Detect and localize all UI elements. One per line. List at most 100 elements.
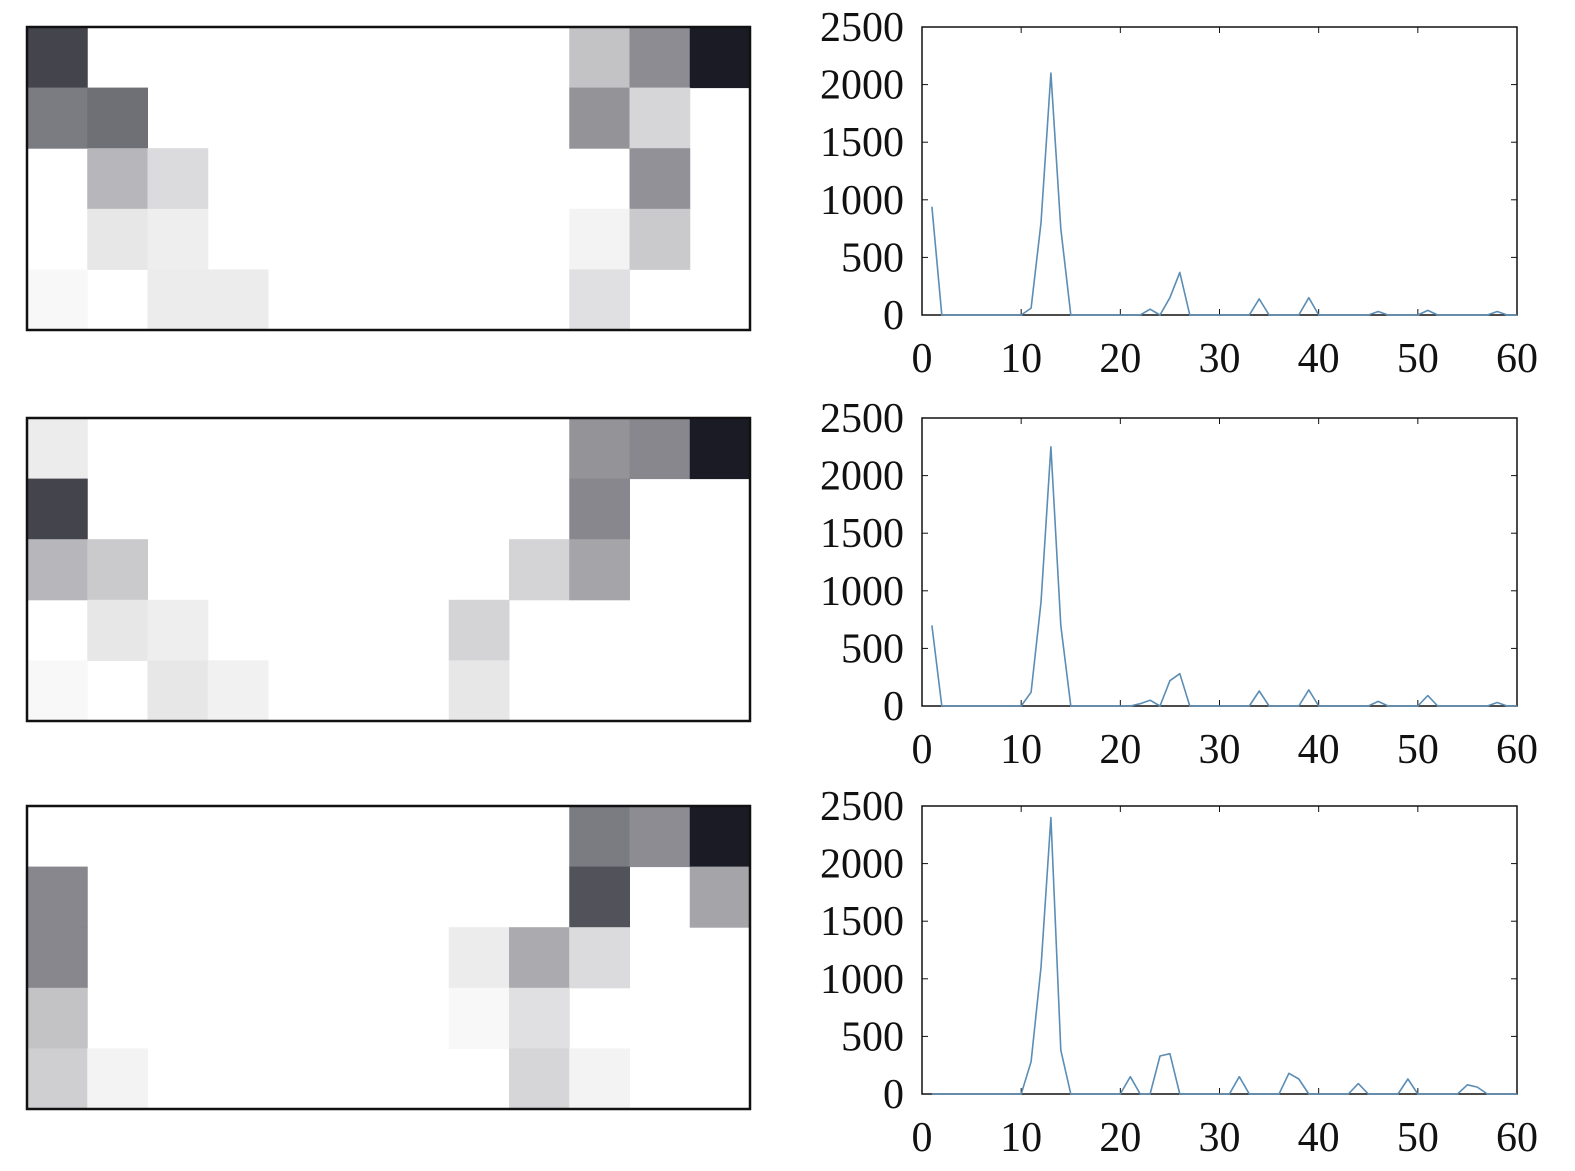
heatmap-cell xyxy=(629,208,691,270)
heatmap-frame xyxy=(25,25,752,332)
series-line xyxy=(931,816,1517,1095)
heatmap-cell xyxy=(27,478,88,540)
heatmap-cell xyxy=(629,418,691,480)
y-tick-label: 1500 xyxy=(820,120,904,166)
x-tick-label: 20 xyxy=(1099,336,1141,382)
y-tick-label: 1000 xyxy=(820,957,904,1003)
heatmap-cell xyxy=(87,539,148,601)
heatmap-cell xyxy=(569,806,630,868)
line-chart-panel-2: 0 10 20 30 40 50 60 0 500 1000 1500 2000 2500 xyxy=(820,396,1538,773)
series-line xyxy=(931,445,1517,707)
heatmap-cell xyxy=(27,866,88,928)
heatmap-cell xyxy=(689,806,751,868)
x-tick-label: 60 xyxy=(1496,727,1538,773)
heatmap-cell xyxy=(569,927,630,989)
x-tick-label: 20 xyxy=(1099,1115,1141,1161)
x-tick-label: 0 xyxy=(912,336,933,382)
heatmap-cell xyxy=(569,539,630,601)
heatmap-panel-3 xyxy=(25,804,752,1111)
heatmap-cell xyxy=(509,927,570,989)
heatmap-panel-2 xyxy=(25,416,752,723)
heatmap-cell xyxy=(569,208,630,270)
y-tick-label: 2000 xyxy=(820,454,904,500)
heatmap-cell xyxy=(689,418,751,480)
y-tick-label: 0 xyxy=(883,684,904,730)
heatmap-cell xyxy=(147,269,209,331)
heatmap-cell xyxy=(87,599,148,661)
x-tick-label: 30 xyxy=(1199,727,1241,773)
x-tick-label: 10 xyxy=(1000,1115,1042,1161)
heatmap-cell xyxy=(27,418,88,480)
plot-frame xyxy=(921,26,1518,316)
x-tick-label: 0 xyxy=(912,727,933,773)
heatmap-cell xyxy=(27,660,88,722)
x-tick-label: 10 xyxy=(1000,727,1042,773)
heatmap-cell xyxy=(87,87,148,149)
heatmap-cell xyxy=(448,987,510,1049)
x-tick-label: 20 xyxy=(1099,727,1141,773)
heatmap-cell xyxy=(569,27,630,89)
heatmap-cell xyxy=(569,1048,630,1110)
x-tick-label: 30 xyxy=(1199,1115,1241,1161)
heatmap-cell xyxy=(27,269,88,331)
x-tick-label: 40 xyxy=(1298,1115,1340,1161)
heatmap-cell xyxy=(509,1048,570,1110)
heatmap-cell xyxy=(27,27,88,89)
y-tick-label: 2500 xyxy=(820,784,904,830)
heatmap-cell xyxy=(629,806,691,868)
x-tick-label: 30 xyxy=(1199,336,1241,382)
heatmap-cell xyxy=(147,208,209,270)
y-tick-label: 2000 xyxy=(820,63,904,109)
y-tick-label: 500 xyxy=(841,235,904,281)
x-tick-label: 40 xyxy=(1298,727,1340,773)
heatmap-cell xyxy=(448,599,510,661)
heatmap-cell xyxy=(569,269,630,331)
line-chart-panel-3: 0 10 20 30 40 50 60 0 500 1000 1500 2000 2500 xyxy=(820,784,1538,1161)
heatmap-cell xyxy=(147,599,209,661)
line-chart-panel-1: 0 10 20 30 40 50 60 0 500 1000 1500 2000 2500 xyxy=(820,5,1538,382)
heatmap-cell xyxy=(509,539,570,601)
heatmap-cell xyxy=(87,148,148,210)
y-tick-label: 1500 xyxy=(820,511,904,557)
plot-frame xyxy=(921,417,1518,707)
series-line xyxy=(931,72,1517,316)
x-tick-label: 10 xyxy=(1000,336,1042,382)
heatmap-cell xyxy=(27,87,88,149)
heatmap-cell xyxy=(207,660,269,722)
heatmap-cell xyxy=(629,87,691,149)
heatmap-cell xyxy=(569,87,630,149)
heatmap-cell xyxy=(147,660,209,722)
heatmap-cell xyxy=(448,660,510,722)
heatmap-cell xyxy=(27,1048,88,1110)
y-tick-label: 2500 xyxy=(820,5,904,51)
heatmap-frame xyxy=(25,416,752,723)
x-tick-label: 60 xyxy=(1496,1115,1538,1161)
y-tick-label: 500 xyxy=(841,626,904,672)
heatmap-cell xyxy=(569,418,630,480)
heatmap-cell xyxy=(509,987,570,1049)
heatmap-cell xyxy=(689,27,751,89)
heatmap-panel-1 xyxy=(25,25,752,332)
x-tick-label: 0 xyxy=(912,1115,933,1161)
y-tick-label: 0 xyxy=(883,1072,904,1118)
heatmap-cell xyxy=(689,866,751,928)
x-tick-label: 40 xyxy=(1298,336,1340,382)
heatmap-cell xyxy=(147,148,209,210)
y-tick-label: 1000 xyxy=(820,178,904,224)
heatmap-cell xyxy=(629,27,691,89)
plot-frame xyxy=(921,805,1518,1095)
heatmap-cell xyxy=(87,1048,148,1110)
heatmap-cell xyxy=(27,987,88,1049)
heatmap-cell xyxy=(87,208,148,270)
heatmap-frame xyxy=(25,804,752,1111)
heatmap-cell xyxy=(27,927,88,989)
heatmap-cell xyxy=(448,927,510,989)
heatmap-cell xyxy=(27,539,88,601)
heatmap-cell xyxy=(629,148,691,210)
y-tick-label: 0 xyxy=(883,293,904,339)
heatmap-cell xyxy=(569,866,630,928)
x-tick-label: 50 xyxy=(1397,1115,1439,1161)
y-tick-label: 500 xyxy=(841,1014,904,1060)
y-tick-label: 2500 xyxy=(820,396,904,442)
